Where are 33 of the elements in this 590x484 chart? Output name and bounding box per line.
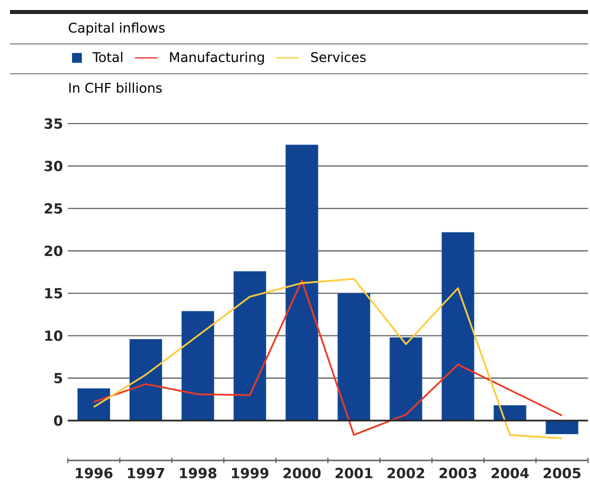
bar bbox=[546, 420, 578, 434]
chart-title: Capital inflows bbox=[68, 22, 165, 36]
legend-label: Total bbox=[92, 52, 122, 62]
bar bbox=[182, 310, 214, 420]
y-tick-label: 30 bbox=[44, 160, 62, 172]
x-tick-label: 2004 bbox=[492, 468, 529, 478]
y-tick-label: 25 bbox=[44, 202, 62, 214]
bar bbox=[286, 144, 318, 420]
x-tick-label: 1998 bbox=[180, 468, 216, 478]
x-tick-label: 2001 bbox=[336, 468, 372, 478]
y-tick-label: 15 bbox=[45, 288, 62, 298]
legend-label: Manufacturing bbox=[170, 52, 264, 65]
bar bbox=[442, 232, 474, 420]
y-tick-label: 20 bbox=[44, 245, 62, 256]
y-axis-title: In CHF billions bbox=[69, 82, 162, 93]
x-tick-label: 2003 bbox=[440, 468, 476, 478]
x-tick-label: 2000 bbox=[284, 468, 321, 478]
x-tick-label: 1996 bbox=[76, 468, 112, 478]
y-tick-label: 10 bbox=[45, 330, 62, 341]
bar bbox=[338, 293, 370, 420]
y-tick-label: 0 bbox=[54, 415, 62, 426]
bar bbox=[390, 337, 422, 420]
legend-label: Services bbox=[311, 52, 366, 62]
x-tick-label: 1999 bbox=[232, 468, 268, 478]
x-tick-label: 1997 bbox=[128, 468, 164, 478]
x-tick-label: 2005 bbox=[544, 468, 580, 478]
y-tick-label: 5 bbox=[54, 372, 62, 384]
bar bbox=[130, 338, 162, 420]
bar bbox=[78, 388, 110, 420]
bar bbox=[234, 271, 266, 420]
y-tick-label: 35 bbox=[44, 118, 62, 129]
x-tick-label: 2002 bbox=[388, 468, 424, 478]
bar bbox=[494, 405, 526, 420]
